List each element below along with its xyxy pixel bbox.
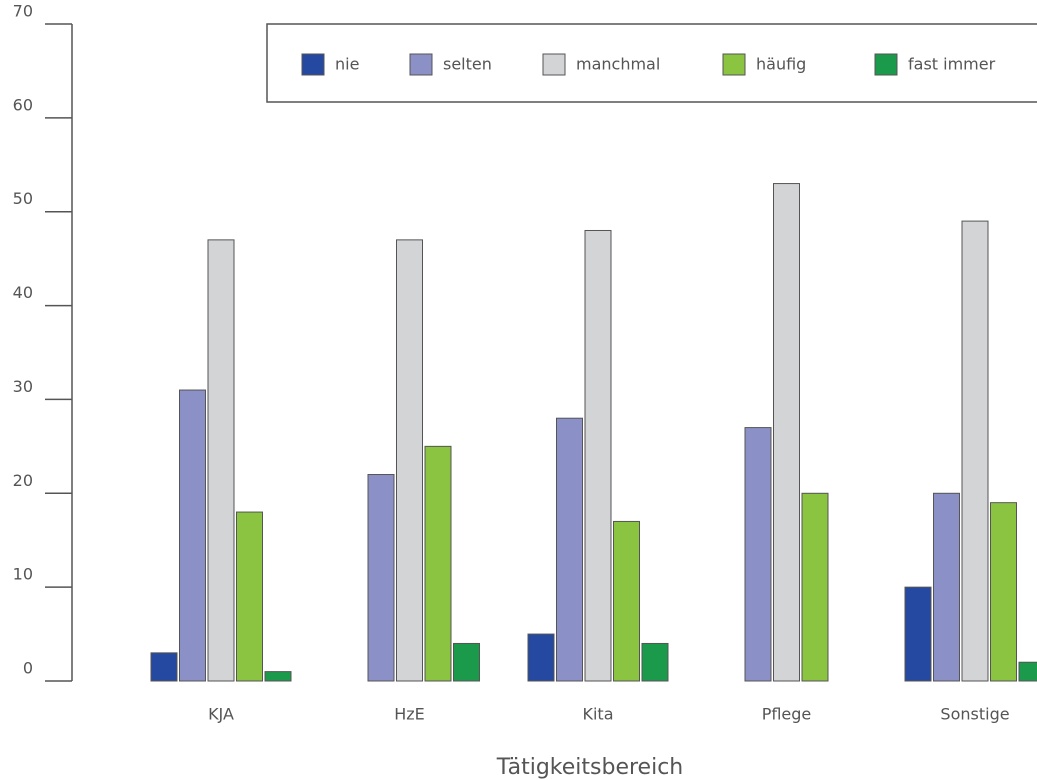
legend-box bbox=[266, 23, 1037, 103]
bar bbox=[801, 492, 829, 682]
y-tick-label: 10 bbox=[13, 565, 33, 584]
bar bbox=[207, 239, 235, 682]
bar bbox=[424, 445, 452, 682]
y-tick-label: 70 bbox=[13, 2, 33, 21]
y-tick-label: 30 bbox=[13, 377, 33, 396]
legend-swatch bbox=[874, 53, 898, 76]
legend-swatch bbox=[301, 53, 325, 76]
bar bbox=[556, 417, 583, 682]
bar bbox=[990, 502, 1017, 682]
legend-label: häufig bbox=[756, 55, 806, 74]
bar bbox=[961, 220, 989, 682]
bar bbox=[933, 492, 960, 682]
x-tick-label: Pflege bbox=[762, 705, 812, 724]
bar bbox=[904, 586, 932, 682]
bar bbox=[396, 239, 423, 682]
legend-label: manchmal bbox=[576, 55, 660, 74]
bar bbox=[453, 642, 480, 682]
y-tick-label: 20 bbox=[13, 471, 33, 490]
x-axis-title: Tätigkeitsbereich bbox=[496, 755, 684, 780]
bar bbox=[744, 427, 772, 682]
bar bbox=[613, 520, 640, 682]
x-tick-label: Kita bbox=[582, 705, 613, 724]
y-tick-label: 50 bbox=[13, 189, 33, 208]
bar bbox=[264, 671, 292, 682]
legend-label: nie bbox=[335, 55, 359, 74]
x-tick-label: KJA bbox=[208, 705, 234, 724]
legend-swatch bbox=[542, 53, 566, 76]
bar bbox=[236, 511, 263, 682]
legend-swatch bbox=[409, 53, 433, 76]
y-tick-label: 0 bbox=[23, 659, 33, 678]
legend-label: selten bbox=[443, 55, 492, 74]
bar bbox=[150, 652, 178, 682]
bar bbox=[773, 183, 800, 682]
bar bbox=[367, 474, 395, 682]
bar bbox=[584, 229, 612, 682]
bar bbox=[179, 389, 206, 682]
bar bbox=[527, 633, 555, 682]
y-tick-label: 60 bbox=[13, 95, 33, 114]
y-tick-label: 40 bbox=[13, 283, 33, 302]
bar bbox=[1018, 661, 1037, 682]
bar bbox=[641, 642, 669, 682]
x-tick-label: HzE bbox=[394, 705, 425, 724]
x-tick-label: Sonstige bbox=[940, 705, 1009, 724]
legend-label: fast immer bbox=[908, 55, 996, 74]
legend-swatch bbox=[722, 53, 746, 76]
